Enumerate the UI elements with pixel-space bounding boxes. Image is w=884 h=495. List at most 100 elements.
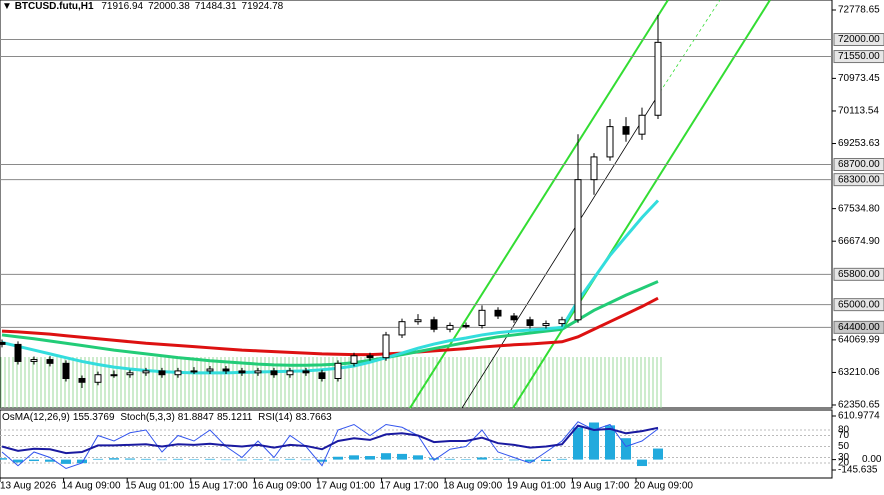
y-tick-label: 67534.80 (838, 203, 880, 214)
channel-mid-ext (659, 0, 721, 93)
osc-tick-label: 30 (838, 452, 850, 463)
high: 72000.38 (148, 1, 190, 12)
symbol-title: BTCUSD.futu,H1 (14, 1, 94, 12)
osma-bar (637, 459, 647, 467)
osma-bar (541, 459, 551, 462)
level-box (833, 173, 884, 187)
osma-bar (237, 459, 247, 461)
osma-bar (29, 459, 39, 462)
osc-tick-label: 20 (838, 458, 850, 469)
osma-bar (653, 448, 663, 460)
candle-body (126, 372, 134, 376)
level-box (833, 33, 884, 47)
x-tick-label: 15 Aug 17:00 (189, 481, 248, 492)
osma-bar (477, 457, 487, 460)
candle-body (254, 370, 262, 374)
candle-body (430, 319, 438, 330)
candle-body (542, 323, 550, 326)
osma-bar (221, 459, 231, 461)
candle-body (606, 126, 614, 158)
open: 71916.94 (101, 1, 144, 12)
osma-bar (525, 459, 535, 462)
level-label: 64400.00 (838, 322, 880, 333)
osma-bar (189, 459, 199, 460)
osma-tick-label: 0.00 (862, 454, 882, 465)
x-tick-label: 17 Aug 01:00 (316, 481, 375, 492)
osma-bar (269, 459, 279, 461)
y-tick-label: 69253.63 (838, 138, 880, 149)
osma-bar (621, 438, 631, 460)
candle-body (46, 359, 54, 364)
y-tick-label: 70973.45 (838, 73, 880, 84)
candle-body (0, 342, 6, 345)
level-label: 68700.00 (838, 159, 880, 170)
candle-body (142, 370, 150, 374)
osma-bar (173, 458, 183, 460)
close: 71924.78 (241, 1, 284, 12)
osma-bar (301, 459, 311, 461)
osma-bar (0, 458, 7, 460)
x-tick-label: 15 Aug 01:00 (125, 481, 184, 492)
candle-body (590, 156, 598, 181)
osma-bar (125, 458, 135, 460)
candle-body (494, 309, 502, 317)
level-box (833, 50, 884, 64)
candle-body (270, 370, 278, 376)
candle-body (62, 362, 70, 379)
x-tick-label: 19 Aug 17:00 (570, 481, 629, 492)
osma-bar (157, 459, 167, 461)
candle-body (366, 355, 374, 359)
osma-bar (397, 453, 407, 460)
candle-body (622, 126, 630, 135)
x-tick-label: 14 Aug 09:00 (62, 481, 121, 492)
y-tick-label: 63210.06 (838, 367, 880, 378)
moving-average (1, 199, 660, 375)
stoch-label: Stoch(5,3,3) (120, 412, 175, 423)
candle-body (30, 359, 38, 362)
osc-tick-label: 70 (838, 430, 850, 441)
axes: 62350.65 63210.06 64069.99 66674.90 67534.80… (0, 5, 880, 492)
candle-body (414, 319, 422, 323)
indicator-header: OsMA(12,26,9) 155.3769 Stoch(5,3,3) 81.884… (2, 412, 335, 424)
x-tick-label: 16 Aug 09:00 (252, 481, 311, 492)
low: 71484.31 (194, 1, 237, 12)
osma-bar (429, 458, 439, 460)
y-tick-label: 70113.54 (838, 106, 879, 117)
channel-mid (461, 91, 661, 409)
moving-averages (1, 199, 660, 375)
candle-body (158, 370, 166, 376)
osma-label: OsMA(12,26,9) (2, 412, 70, 423)
candle-body (174, 370, 182, 376)
candle-body (446, 324, 454, 330)
candle-body (318, 372, 326, 379)
channel-line (512, 0, 771, 409)
candle-body (286, 370, 294, 376)
x-tick-label: 17 Aug 17:00 (380, 481, 439, 492)
osma-bar (365, 456, 375, 460)
x-tick-label: 19 Aug 01:00 (507, 481, 566, 492)
candles (0, 14, 662, 388)
osma-bar (493, 458, 503, 460)
main-frame (0, 0, 833, 409)
osma-bar (461, 459, 471, 460)
candle-body (526, 319, 534, 326)
level-label: 65800.00 (838, 269, 880, 280)
candle-body (14, 343, 22, 362)
osma-tick-label: -145.635 (838, 465, 878, 476)
osma-bar (605, 425, 615, 460)
symbol: ▼ BTCUSD.futu,H1 (2, 1, 94, 12)
candle-body (350, 355, 358, 364)
y-tick-label: 66674.90 (838, 236, 880, 247)
osma-bar (557, 458, 567, 460)
candle-body (222, 368, 230, 372)
y-tick-label: 62350.65 (838, 400, 880, 411)
candle-body (78, 377, 86, 383)
level-box (833, 320, 884, 334)
candle-body (654, 41, 662, 116)
osma-bar (45, 459, 55, 462)
candle-body (558, 319, 566, 325)
osma-bar (77, 459, 87, 464)
rsi-label: RSI(14) (258, 412, 293, 423)
x-tick-label: 20 Aug 09:00 (634, 481, 693, 492)
